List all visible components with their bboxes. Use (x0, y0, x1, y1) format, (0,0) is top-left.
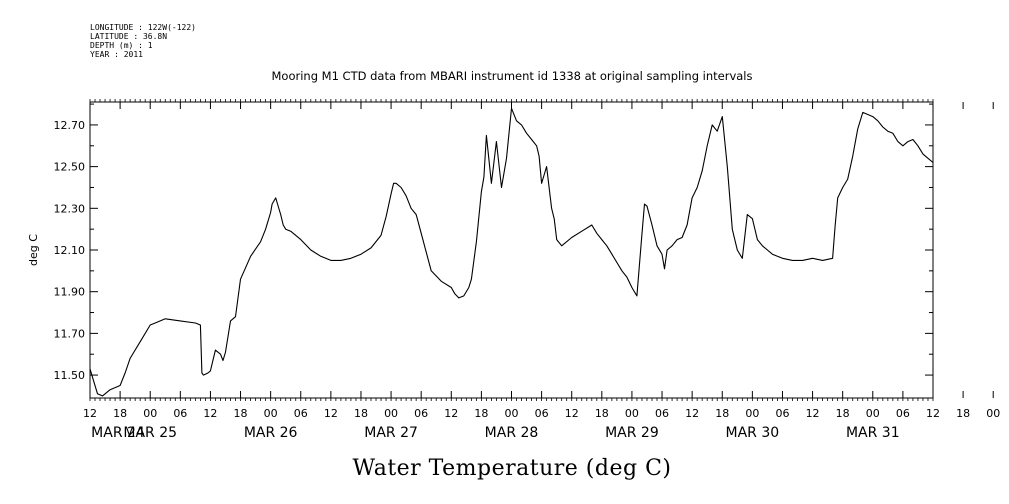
x-hour-tick-label: 12 (83, 407, 97, 420)
x-hour-tick-label: 00 (264, 407, 278, 420)
metadata-block: LONGITUDE : 122W(-122) LATITUDE : 36.8N … (90, 23, 196, 59)
x-hour-tick-label: 00 (986, 407, 1000, 420)
y-axis-label: deg C (27, 234, 40, 266)
x-axis: 12 18 00 06 12 18 00 06 12 18 00 06 12 18 00 06 12 18 00 06… (83, 102, 1000, 441)
chart-title: Mooring M1 CTD data from MBARI instrumen… (272, 69, 753, 83)
x-date-label: MAR 26 (244, 425, 298, 441)
x-hour-tick-label: 12 (324, 407, 338, 420)
y-tick-label: 11.70 (54, 327, 86, 340)
x-hour-tick-label: 12 (444, 407, 458, 420)
x-hour-tick-label: 00 (866, 407, 880, 420)
x-hour-tick-label: 18 (113, 407, 127, 420)
longitude-label: LONGITUDE : 122W(-122) (90, 23, 196, 32)
y-tick-label: 12.30 (54, 202, 86, 215)
x-hour-tick-label: 18 (595, 407, 609, 420)
x-hour-tick-label: 00 (384, 407, 398, 420)
x-hour-tick-label: 06 (294, 407, 308, 420)
x-hour-tick-label: 00 (625, 407, 639, 420)
x-hour-tick-label: 18 (474, 407, 488, 420)
x-hour-tick-label: 12 (565, 407, 579, 420)
series-group (89, 107, 934, 397)
latitude-label: LATITUDE : 36.8N (90, 32, 167, 41)
y-tick-label: 11.90 (54, 286, 86, 299)
x-date-label: MAR 31 (846, 425, 900, 441)
y-tick-label: 12.50 (54, 161, 86, 174)
x-hour-tick-label: 18 (956, 407, 970, 420)
x-hour-tick-label: 06 (896, 407, 910, 420)
x-hour-tick-label: 06 (414, 407, 428, 420)
y-tick-label: 11.50 (54, 369, 86, 382)
x-date-label: MAR 27 (364, 425, 418, 441)
x-hour-tick-label: 18 (836, 407, 850, 420)
series-line (89, 107, 934, 397)
x-date-label: MAR 28 (485, 425, 539, 441)
x-hour-tick-label: 06 (655, 407, 669, 420)
x-hour-tick-label: 12 (203, 407, 217, 420)
x-date-label: MAR 24 (91, 425, 145, 441)
y-tick-label: 12.10 (54, 244, 86, 257)
x-hour-tick-label: 18 (715, 407, 729, 420)
x-hour-tick-label: 18 (234, 407, 248, 420)
x-hour-tick-label: 06 (775, 407, 789, 420)
x-hour-tick-label: 00 (745, 407, 759, 420)
y-tick-label: 12.70 (54, 119, 86, 132)
x-date-label: MAR 29 (605, 425, 659, 441)
x-hour-tick-label: 06 (535, 407, 549, 420)
x-hour-tick-label: 12 (806, 407, 820, 420)
x-hour-tick-label: 18 (354, 407, 368, 420)
x-hour-tick-label: 12 (685, 407, 699, 420)
x-date-label: MAR 25 (123, 425, 177, 441)
depth-label: DEPTH (m) : 1 (90, 41, 153, 50)
x-hour-tick-label: 00 (505, 407, 519, 420)
x-axis-label: Water Temperature (deg C) (353, 456, 672, 481)
year-label: YEAR : 2011 (90, 50, 143, 59)
x-date-label: MAR 30 (726, 425, 780, 441)
x-hour-tick-label: 12 (926, 407, 940, 420)
plot-frame (89, 101, 934, 399)
y-axis: 11.50 11.70 11.90 12.10 12.30 12.50 12.70 (54, 103, 933, 382)
minor-ticks (89, 99, 934, 401)
x-hour-tick-label: 00 (143, 407, 157, 420)
x-hour-tick-label: 06 (173, 407, 187, 420)
